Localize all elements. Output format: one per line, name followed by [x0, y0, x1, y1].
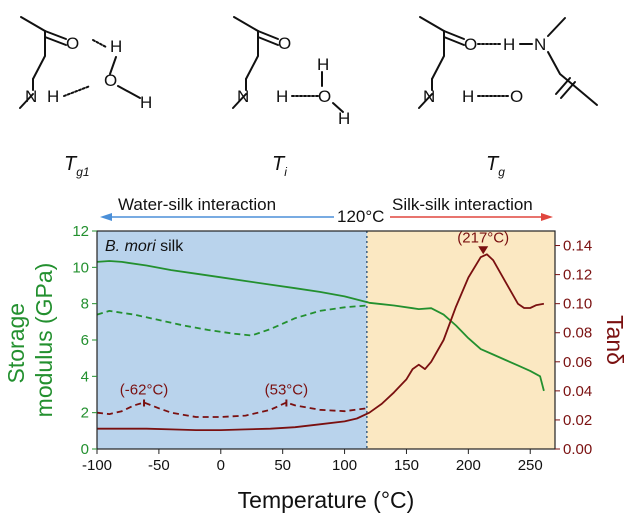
- atom-n: N: [534, 35, 546, 54]
- atom-o: O: [66, 34, 79, 53]
- structure-tg: [418, 16, 598, 109]
- dma-chart: -100 -50 0 50 100 150 200 250 0 2 4 6 8 10 12 0.00 0.02 0…: [3, 223, 624, 513]
- y-left-tick-label: 2: [81, 405, 89, 422]
- peak-label: (217°C): [457, 229, 509, 246]
- water-region: [97, 231, 367, 449]
- water-silk-label: Water-silk interaction: [118, 195, 276, 214]
- structure-label-tg1: Tg1: [64, 153, 90, 179]
- y-right-tick-label: 0.02: [563, 412, 592, 429]
- peak-label: (-62°C): [120, 381, 169, 398]
- atom-h: H: [110, 37, 122, 56]
- y-left-tick-label: 12: [72, 223, 89, 240]
- structure-label-ti: Ti: [272, 153, 287, 179]
- temperature-120-label: 120°C: [337, 207, 384, 226]
- y-axis-right-label: Tanδ: [602, 315, 624, 365]
- x-tick-label: 100: [332, 457, 357, 474]
- series-line-2: [96, 401, 367, 418]
- y-right-tick-label: 0.08: [563, 325, 592, 342]
- x-tick-label: 200: [456, 457, 481, 474]
- atom-n: N: [25, 87, 37, 106]
- peak-marker: [478, 246, 489, 255]
- series-line-0: [96, 260, 545, 392]
- y-right-tick-label: 0.14: [563, 238, 592, 255]
- structure-ti: [232, 16, 344, 113]
- x-tick-label: -50: [148, 457, 170, 474]
- atom-o: O: [510, 87, 523, 106]
- atom-h: H: [317, 55, 329, 74]
- x-tick-label: 150: [394, 457, 419, 474]
- y-left-tick-label: 10: [72, 259, 89, 276]
- structure-tg1: [19, 16, 141, 109]
- y-right-tick-label: 0.00: [563, 441, 592, 458]
- y-right-tick-label: 0.06: [563, 354, 592, 371]
- atom-o: O: [464, 35, 477, 54]
- silk-silk-label: Silk-silk interaction: [392, 195, 533, 214]
- atom-h: H: [462, 87, 474, 106]
- atom-n: N: [237, 87, 249, 106]
- y-left-tick-label: 6: [81, 332, 89, 349]
- silk-region: [366, 231, 555, 449]
- atom-h: H: [338, 109, 350, 128]
- arrow-right-head: [541, 213, 553, 221]
- x-tick-label: -100: [82, 457, 112, 474]
- y-right-tick-label: 0.04: [563, 383, 592, 400]
- atom-h: H: [276, 87, 288, 106]
- y-right-tick-label: 0.10: [563, 296, 592, 313]
- atom-h: H: [503, 35, 515, 54]
- atom-o: O: [104, 71, 117, 90]
- x-tick-label: 250: [518, 457, 543, 474]
- x-tick-label: 0: [217, 457, 225, 474]
- atom-o: O: [278, 34, 291, 53]
- atom-o: O: [318, 87, 331, 106]
- arrow-left-head: [100, 213, 112, 221]
- atom-h: H: [47, 87, 59, 106]
- y-right-tick-label: 0.12: [563, 267, 592, 284]
- peak-label: (53°C): [265, 381, 309, 398]
- y-left-tick-label: 8: [81, 296, 89, 313]
- sample-label: B. mori silk: [105, 238, 184, 255]
- atom-h: H: [140, 93, 152, 112]
- atom-n: N: [423, 87, 435, 106]
- y-left-tick-label: 0: [81, 441, 89, 458]
- x-axis-label: Temperature (°C): [238, 487, 415, 513]
- x-tick-label: 50: [274, 457, 291, 474]
- structure-label-tg: Tg: [486, 153, 505, 179]
- y-left-tick-label: 4: [81, 368, 89, 385]
- series-line-3: [97, 253, 545, 432]
- y-axis-left-label: Storage modulus (GPa): [3, 263, 57, 418]
